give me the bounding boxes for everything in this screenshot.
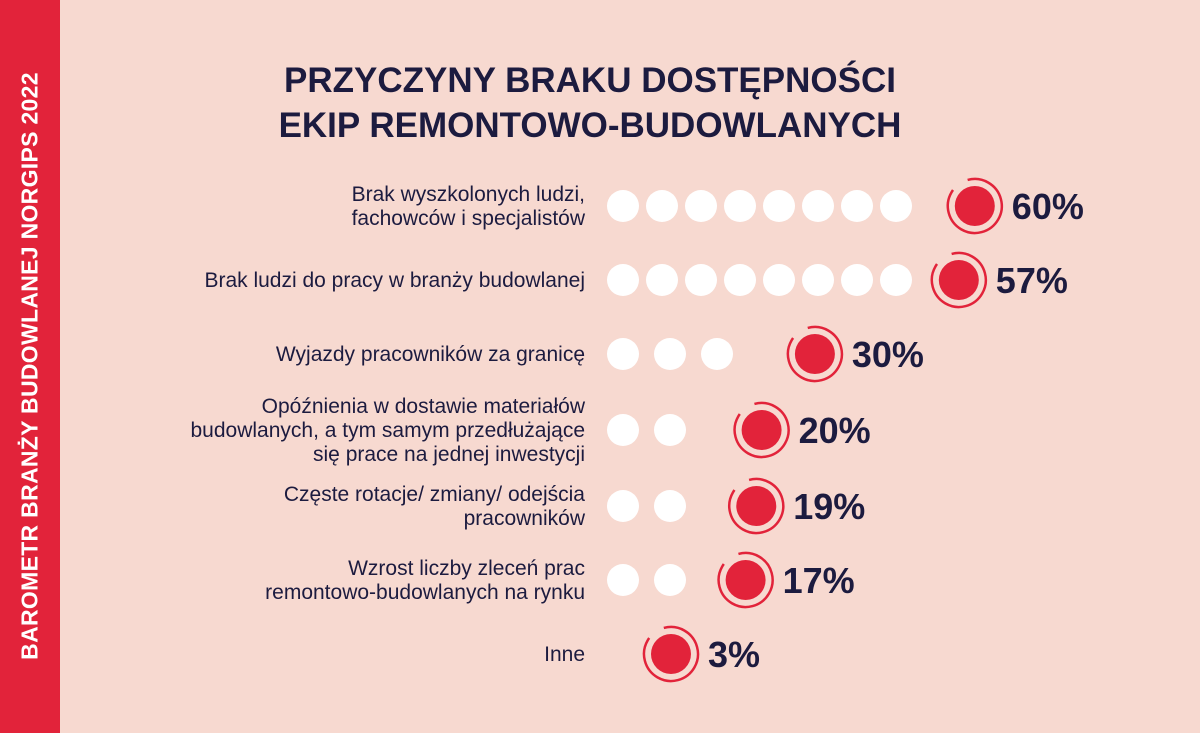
chart-row: Wyjazdy pracowników za granicę 30% [276, 325, 924, 383]
white-dot [880, 190, 912, 222]
chart-row: Częste rotacje/ zmiany/ odejściapracowni… [284, 477, 865, 535]
value-ring [717, 551, 774, 609]
value-ring [786, 325, 844, 383]
white-dot [646, 190, 678, 222]
category-label: Częste rotacje/ zmiany/ odejścia [284, 483, 585, 506]
chart-row: Wzrost liczby zleceń pracremontowo-budow… [265, 551, 855, 609]
value-dot [650, 634, 691, 674]
category-label: fachowców i specjalistów [352, 207, 586, 230]
category-label: budowlanych, a tym samym przedłużające [190, 419, 585, 442]
white-dot [802, 190, 834, 222]
value-dot [736, 486, 777, 526]
white-dot [607, 190, 639, 222]
side-banner: BAROMETR BRANŻY BUDOWLANEJ NORGIPS 2022 [0, 0, 60, 733]
value-dot [794, 334, 835, 374]
value-label: 57% [996, 260, 1068, 301]
chart-title-line-2: EKIP REMONTOWO-BUDOWLANYCH [278, 106, 902, 145]
value-ring [733, 401, 790, 459]
value-label: 30% [852, 334, 924, 375]
white-dot [841, 190, 873, 222]
white-dot [607, 564, 639, 596]
chart-row: Brak wyszkolonych ludzi,fachowców i spec… [352, 177, 1084, 235]
value-ring [946, 177, 1004, 235]
white-dot [802, 264, 834, 296]
chart-row: Opóźnienia w dostawie materiałówbudowlan… [190, 395, 871, 466]
white-dot [685, 190, 717, 222]
white-dot [607, 414, 639, 446]
value-ring [930, 251, 988, 309]
category-label: Inne [544, 643, 585, 666]
white-dot [646, 264, 678, 296]
white-dot [763, 190, 795, 222]
category-label: Opóźnienia w dostawie materiałów [262, 395, 586, 418]
white-dot [724, 190, 756, 222]
white-dot [841, 264, 873, 296]
value-ring [642, 625, 700, 683]
category-label: się prace na jednej inwestycji [313, 443, 585, 466]
category-label: pracowników [464, 507, 586, 530]
white-dot [654, 564, 686, 596]
value-label: 19% [793, 486, 865, 527]
white-dot [654, 414, 686, 446]
white-dot [607, 338, 639, 370]
value-dot [938, 260, 979, 300]
value-dot [725, 560, 766, 600]
category-label: Wyjazdy pracowników za granicę [276, 343, 585, 366]
white-dot [607, 264, 639, 296]
value-label: 17% [783, 560, 855, 601]
white-dot [685, 264, 717, 296]
chart-row: Inne 3% [544, 625, 760, 683]
category-label: Brak wyszkolonych ludzi, [352, 183, 585, 206]
chart-title-line-1: PRZYCZYNY BRAKU DOSTĘPNOŚCI [284, 61, 896, 100]
white-dot [724, 264, 756, 296]
white-dot [880, 264, 912, 296]
value-dot [954, 186, 995, 226]
white-dot [607, 490, 639, 522]
category-label: Brak ludzi do pracy w branży budowlanej [204, 269, 585, 292]
white-dot [763, 264, 795, 296]
value-ring [728, 477, 785, 535]
value-label: 3% [708, 634, 760, 675]
value-label: 20% [799, 410, 871, 451]
white-dot [701, 338, 733, 370]
chart-row: Brak ludzi do pracy w branży budowlanej 5… [204, 251, 1068, 309]
category-label: Wzrost liczby zleceń prac [348, 557, 585, 580]
chart-title: PRZYCZYNY BRAKU DOSTĘPNOŚCI EKIP REMONTO… [170, 58, 1010, 148]
value-label: 60% [1012, 186, 1084, 227]
white-dot [654, 338, 686, 370]
white-dot [654, 490, 686, 522]
value-dot [741, 410, 782, 450]
category-label: remontowo-budowlanych na rynku [265, 581, 585, 604]
